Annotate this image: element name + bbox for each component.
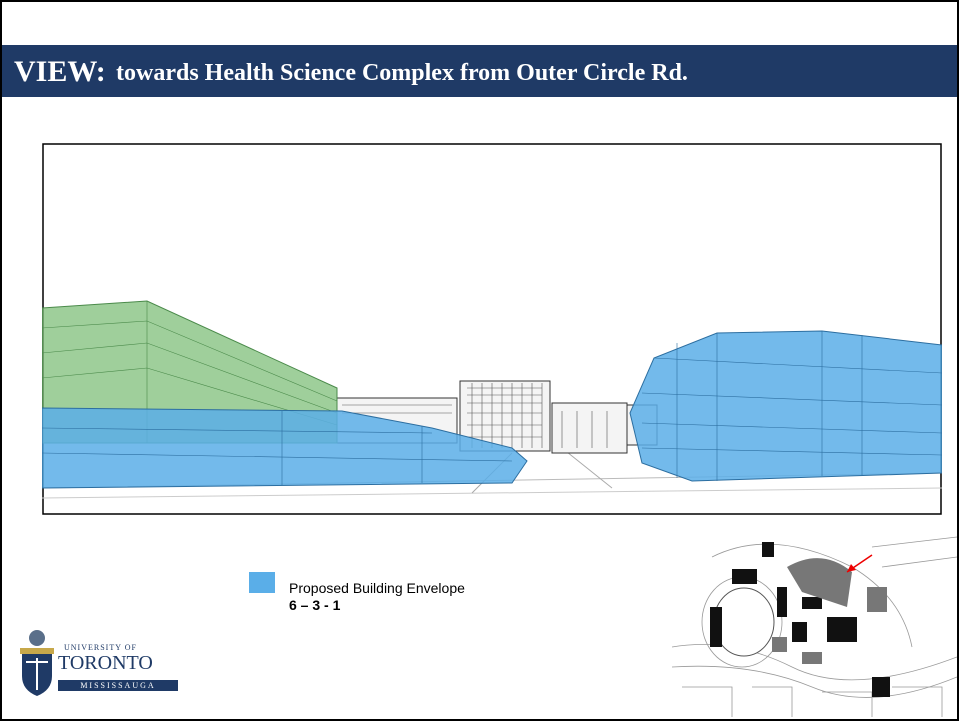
title-bar: VIEW: towards Health Science Complex fro… (2, 45, 957, 97)
logo-line2: TORONTO (58, 652, 153, 674)
site-map (672, 527, 957, 719)
logo-crest (20, 630, 54, 696)
title: towards Health Science Complex from Oute… (116, 60, 688, 86)
title-prefix: VIEW: (14, 55, 106, 88)
legend-sublabel: 6 – 3 - 1 (289, 597, 341, 613)
legend-label: Proposed Building Envelope (289, 580, 465, 596)
logo-line1: UNIVERSITY OF (64, 643, 137, 652)
rendering (42, 143, 942, 515)
logo-line3: MISSISSAUGA (58, 680, 178, 691)
legend-swatch (249, 572, 275, 593)
